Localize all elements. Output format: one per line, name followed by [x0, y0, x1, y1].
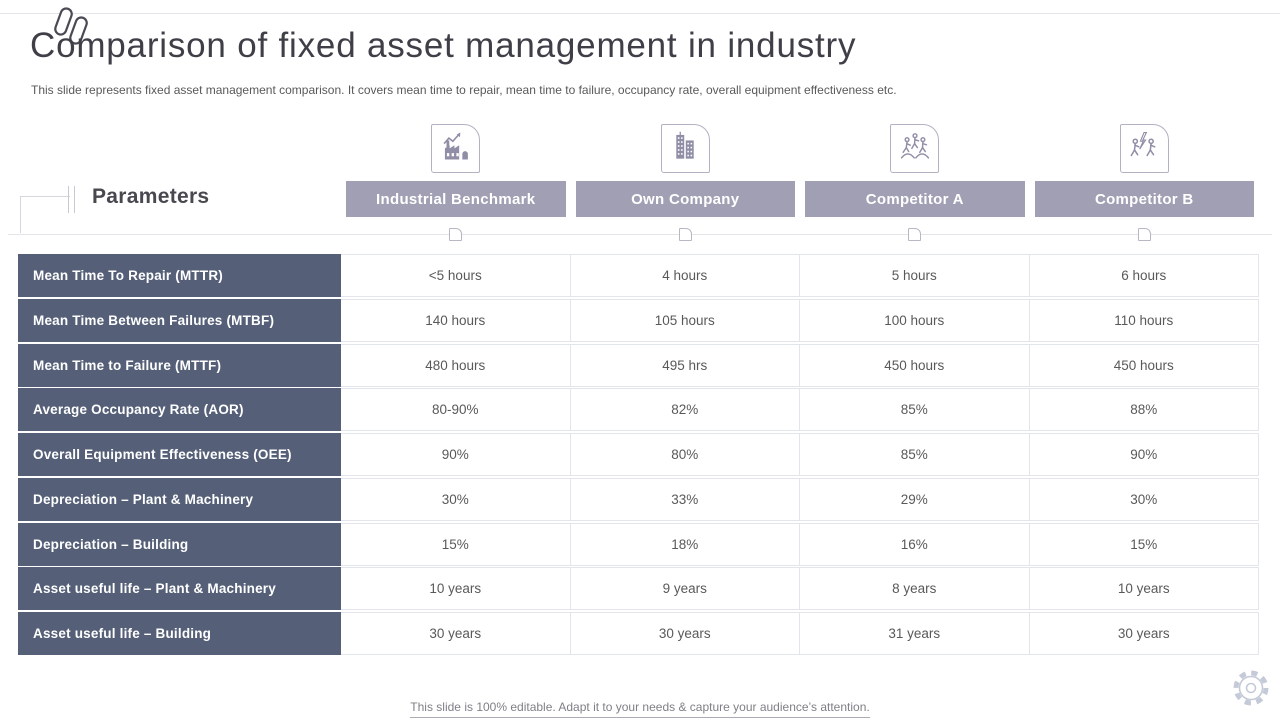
parameters-tick-line — [68, 186, 69, 213]
page-marker-icon — [678, 228, 692, 241]
table-cell: 450 hours — [799, 344, 1029, 386]
page-marker-icon — [908, 228, 922, 241]
table-row: Asset useful life – Building 30 years 30 y… — [18, 612, 1259, 655]
office-buildings-icon — [666, 127, 704, 170]
table-cell: 30 years — [1028, 613, 1259, 654]
table-cell: 85% — [799, 434, 1029, 475]
table-row: Mean Time Between Failures (MTBF) 140 hou… — [18, 298, 1259, 342]
table-cell: 110 hours — [1028, 299, 1259, 341]
table-cell: 10 years — [429, 581, 482, 597]
table-cell: 30 years — [429, 626, 482, 641]
table-row: Asset useful life – Plant & Machinery 10 … — [18, 567, 1259, 611]
table-cell: 9 years — [569, 568, 800, 610]
table-cell: 30% — [1028, 478, 1259, 520]
parameters-heading: Parameters — [92, 185, 210, 208]
table-cell: 33% — [569, 478, 800, 520]
table-cell: 5 hours — [799, 255, 1029, 296]
table-cell: 29% — [799, 478, 1029, 520]
people-racing-icon-box — [890, 124, 940, 173]
table-row: Mean Time To Repair (MTTR) <5 hours 4 hour… — [18, 254, 1259, 297]
table-cell: 6 hours — [1028, 255, 1259, 296]
column-header-own-company: Own Company — [575, 181, 795, 217]
row-parameter-label: Mean Time Between Failures (MTBF) — [18, 298, 341, 342]
row-values: 30% 33% 29% 30% — [341, 477, 1259, 521]
row-values: 30 years 30 years 31 years 30 years — [341, 612, 1259, 655]
row-parameter-label: Mean Time to Failure (MTTF) — [18, 343, 341, 387]
table-cell: 80-90% — [431, 402, 479, 418]
column-header-industrial-benchmark: Industrial Benchmark — [346, 181, 566, 217]
office-buildings-icon-box — [660, 124, 710, 173]
column-headers-row: Industrial Benchmark Own Company Competito… — [341, 181, 1259, 217]
table-cell: 31 years — [799, 613, 1029, 654]
comparison-table: Mean Time To Repair (MTTR) <5 hours 4 hour… — [18, 254, 1259, 655]
table-row: Depreciation – Building 15% 18% 16% 15% — [18, 522, 1259, 566]
table-row: Depreciation – Plant & Machinery 30% 33% 29… — [18, 477, 1259, 521]
row-parameter-label: Average Occupancy Rate (AOR) — [18, 388, 341, 432]
row-parameter-label: Mean Time To Repair (MTTR) — [18, 254, 341, 297]
table-cell: 4 hours — [569, 255, 800, 296]
column-icons-row — [341, 124, 1259, 173]
column-header-competitor-b: Competitor B — [1034, 181, 1254, 217]
table-cell: 88% — [1028, 389, 1259, 431]
people-racing-icon — [896, 127, 934, 170]
clips-logo-icon — [46, 2, 98, 61]
footer-note: This slide is 100% editable. Adapt it to… — [410, 700, 870, 718]
gear-icon — [1228, 665, 1274, 716]
table-cell: 495 hrs — [569, 344, 800, 386]
table-row: Average Occupancy Rate (AOR) 80-90% 82% 85%… — [18, 388, 1259, 432]
table-cell: 105 hours — [569, 299, 800, 341]
table-cell: 90% — [441, 447, 469, 462]
table-cell: 480 hours — [425, 357, 486, 373]
runners-energy-icon-box — [1119, 124, 1169, 173]
row-values: 80-90% 82% 85% 88% — [341, 388, 1259, 432]
table-cell: 18% — [569, 523, 800, 565]
footer: This slide is 100% editable. Adapt it to… — [0, 700, 1280, 718]
table-cell: 16% — [799, 523, 1029, 565]
table-cell: 100 hours — [799, 299, 1029, 341]
parameters-bracket-line — [20, 196, 70, 197]
parameters-tick-line — [74, 186, 75, 213]
factory-growth-icon-box — [431, 124, 481, 173]
row-values: <5 hours 4 hours 5 hours 6 hours — [341, 254, 1259, 297]
column-markers-row — [341, 228, 1259, 242]
row-parameter-label: Asset useful life – Building — [18, 612, 341, 655]
table-cell: 30 years — [569, 613, 800, 654]
row-values: 480 hours 495 hrs 450 hours 450 hours — [341, 343, 1259, 387]
table-row: Overall Equipment Effectiveness (OEE) 90%… — [18, 433, 1259, 476]
page-subtitle: This slide represents fixed asset manage… — [31, 83, 897, 97]
row-parameter-label: Overall Equipment Effectiveness (OEE) — [18, 433, 341, 476]
row-parameter-label: Depreciation – Plant & Machinery — [18, 477, 341, 521]
table-cell: 140 hours — [425, 312, 486, 328]
table-cell: 10 years — [1028, 568, 1259, 610]
table-cell: <5 hours — [428, 268, 482, 283]
factory-growth-icon — [437, 127, 475, 170]
table-row: Mean Time to Failure (MTTF) 480 hours 495 … — [18, 343, 1259, 387]
page-marker-icon — [449, 228, 463, 241]
table-cell: 85% — [799, 389, 1029, 431]
table-cell: 8 years — [799, 568, 1029, 610]
row-values: 140 hours 105 hours 100 hours 110 hours — [341, 298, 1259, 342]
table-cell: 15% — [1028, 523, 1259, 565]
page-title: Comparison of fixed asset management in … — [30, 26, 857, 65]
row-values: 10 years 9 years 8 years 10 years — [341, 567, 1259, 611]
runners-energy-icon — [1125, 127, 1163, 170]
row-parameter-label: Depreciation – Building — [18, 522, 341, 566]
table-cell: 80% — [569, 434, 800, 475]
table-cell: 90% — [1028, 434, 1259, 475]
parameters-bracket-line — [20, 196, 21, 233]
table-cell: 30% — [441, 491, 469, 507]
row-parameter-label: Asset useful life – Plant & Machinery — [18, 567, 341, 611]
row-values: 15% 18% 16% 15% — [341, 522, 1259, 566]
table-cell: 450 hours — [1028, 344, 1259, 386]
page-marker-icon — [1137, 228, 1151, 241]
row-values: 90% 80% 85% 90% — [341, 433, 1259, 476]
column-header-competitor-a: Competitor A — [805, 181, 1025, 217]
table-cell: 15% — [441, 536, 469, 552]
header-divider-line — [8, 234, 1272, 235]
top-divider-line — [0, 13, 1280, 14]
table-cell: 82% — [569, 389, 800, 431]
